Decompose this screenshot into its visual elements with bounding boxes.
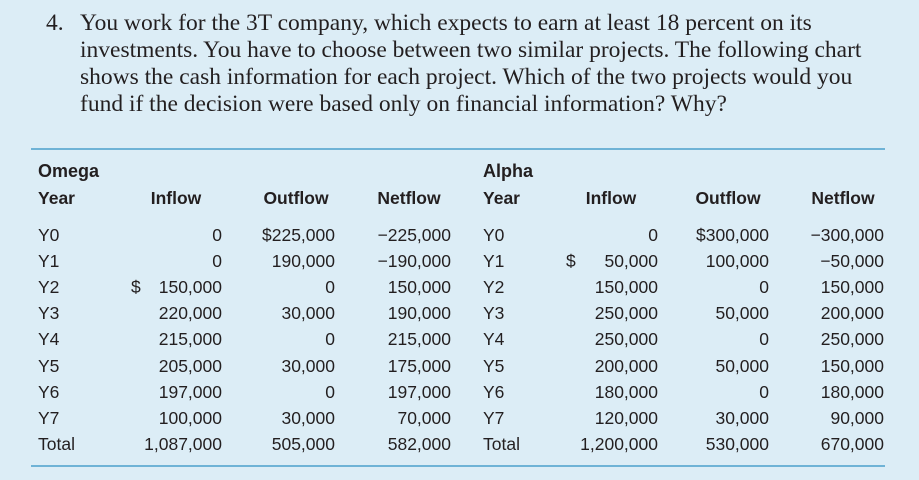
alpha-row-year: Y1	[483, 251, 505, 272]
alpha-row-inflow: 1,200,000	[580, 433, 658, 454]
alpha-row-outflow: $300,000	[696, 225, 769, 245]
alpha-row-outflow: 100,000	[705, 251, 769, 272]
alpha-row-netflow: 150,000	[820, 355, 884, 376]
omega-row-outflow: 0	[325, 329, 335, 350]
omega-row-inflow: 0	[212, 251, 222, 272]
alpha-row-netflow: 180,000	[820, 381, 884, 402]
alpha-row-inflow: 180,000	[594, 381, 658, 402]
alpha-row-netflow: 90,000	[830, 407, 884, 428]
alpha-header-outflow: Outflow	[695, 188, 761, 208]
omega-row-year: Y1	[38, 251, 60, 272]
alpha-row-netflow: 150,000	[820, 277, 884, 298]
alpha-header-inflow: Inflow	[585, 188, 637, 208]
omega-row-inflow: 205,000	[158, 355, 222, 376]
alpha-row-year: Total	[483, 433, 520, 454]
alpha-row-outflow: 50,000	[715, 355, 769, 376]
omega-row-netflow: 175,000	[387, 355, 451, 376]
omega-row-netflow: 150,000	[387, 277, 451, 298]
omega-row-year: Y0	[38, 225, 60, 245]
omega-row-netflow: 215,000	[387, 329, 451, 350]
omega-row-outflow: 0	[325, 277, 335, 298]
omega-header-inflow: Inflow	[150, 188, 202, 208]
omega-row-inflow: 220,000	[158, 303, 222, 324]
omega-header-outflow: Outflow	[263, 188, 329, 208]
alpha-row-netflow: −300,000	[810, 225, 884, 245]
omega-row-netflow: −190,000	[377, 251, 451, 272]
question-text: You work for the 3T company, which expec…	[80, 10, 862, 117]
top-divider	[31, 148, 885, 150]
alpha-row-year: Y3	[483, 303, 505, 324]
omega-currency-sign: $	[131, 277, 141, 298]
alpha-row-inflow: 250,000	[594, 303, 658, 324]
alpha-row-outflow: 0	[759, 381, 769, 402]
omega-row-outflow: 30,000	[281, 355, 335, 376]
alpha-row-inflow: 150,000	[594, 277, 658, 298]
alpha-row-year: Y2	[483, 277, 505, 298]
question-number: 4.	[46, 10, 64, 36]
omega-row-outflow: $225,000	[262, 225, 335, 245]
alpha-row-year: Y7	[483, 407, 505, 428]
omega-row-inflow: 150,000	[158, 277, 222, 298]
omega-row-outflow: 0	[325, 381, 335, 402]
alpha-row-inflow: 0	[648, 225, 658, 245]
alpha-row-inflow: 200,000	[594, 355, 658, 376]
omega-row-year: Y7	[38, 407, 60, 428]
omega-row-netflow: 190,000	[387, 303, 451, 324]
alpha-row-outflow: 530,000	[705, 433, 769, 454]
alpha-currency-sign: $	[566, 251, 576, 272]
omega-row-inflow: 100,000	[158, 407, 222, 428]
alpha-row-year: Y0	[483, 225, 505, 245]
omega-header-year: Year	[38, 188, 75, 208]
alpha-row-outflow: 0	[759, 329, 769, 350]
omega-row-outflow: 190,000	[271, 251, 335, 272]
omega-row-year: Y2	[38, 277, 60, 298]
omega-row-outflow: 505,000	[271, 433, 335, 454]
omega-row-netflow: 582,000	[387, 433, 451, 454]
omega-title: Omega	[38, 161, 100, 181]
alpha-row-year: Y4	[483, 329, 505, 350]
omega-row-inflow: 0	[212, 225, 222, 245]
omega-row-inflow: 215,000	[158, 329, 222, 350]
alpha-row-inflow: 250,000	[594, 329, 658, 350]
alpha-row-year: Y5	[483, 355, 505, 376]
omega-row-netflow: 197,000	[387, 381, 451, 402]
omega-row-year: Y3	[38, 303, 60, 324]
alpha-row-year: Y6	[483, 381, 505, 402]
alpha-row-outflow: 50,000	[715, 303, 769, 324]
omega-row-inflow: 197,000	[158, 381, 222, 402]
omega-row-outflow: 30,000	[281, 303, 335, 324]
omega-row-year: Total	[38, 433, 75, 454]
omega-row-netflow: 70,000	[397, 407, 451, 428]
alpha-title: Alpha	[483, 161, 534, 181]
alpha-row-netflow: 670,000	[820, 433, 884, 454]
alpha-row-outflow: 0	[759, 277, 769, 298]
omega-row-year: Y4	[38, 329, 60, 350]
omega-row-outflow: 30,000	[281, 407, 335, 428]
omega-row-year: Y5	[38, 355, 60, 376]
omega-row-year: Y6	[38, 381, 60, 402]
alpha-row-outflow: 30,000	[715, 407, 769, 428]
alpha-row-inflow: 50,000	[604, 251, 658, 272]
alpha-row-inflow: 120,000	[594, 407, 658, 428]
alpha-row-netflow: 250,000	[820, 329, 884, 350]
bottom-divider	[31, 465, 885, 467]
alpha-header-year: Year	[483, 188, 520, 208]
alpha-row-netflow: −50,000	[820, 251, 884, 272]
question-block: 4. You work for the 3T company, which ex…	[46, 10, 896, 118]
omega-row-inflow: 1,087,000	[144, 433, 222, 454]
alpha-row-netflow: 200,000	[820, 303, 884, 324]
omega-row-netflow: −225,000	[377, 225, 451, 245]
omega-header-netflow: Netflow	[377, 188, 441, 208]
alpha-header-netflow: Netflow	[811, 188, 875, 208]
